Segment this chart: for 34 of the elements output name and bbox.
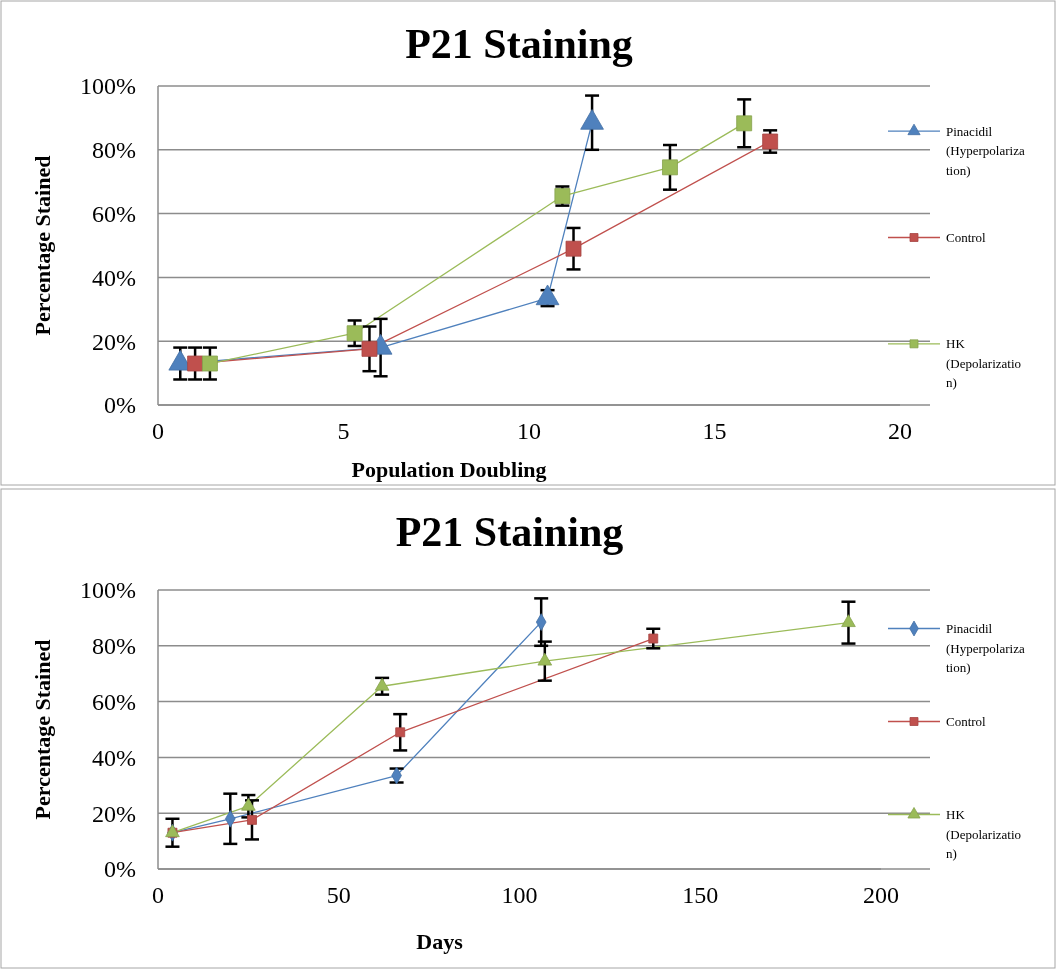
y-tick-label: 60% bbox=[92, 201, 136, 227]
x-tick-label: 10 bbox=[517, 418, 541, 444]
y-tick-label: 100% bbox=[80, 73, 136, 100]
x-tick-label: 100 bbox=[501, 882, 538, 908]
x-tick-label: 15 bbox=[702, 418, 727, 444]
x-tick-label: 0 bbox=[152, 882, 164, 908]
legend-label: HK (Depolarization) bbox=[946, 336, 1022, 391]
y-axis-title: Percentage Stained bbox=[30, 155, 55, 336]
x-tick-label: 150 bbox=[682, 882, 719, 908]
y-tick-label: 100% bbox=[80, 577, 136, 604]
legend-label: Pinacidil (Hyperpolarization) bbox=[946, 621, 1025, 676]
x-axis-title: Population Doubling bbox=[351, 457, 547, 482]
y-tick-label: 60% bbox=[92, 689, 136, 715]
y-tick-label: 20% bbox=[92, 328, 136, 355]
chart-title: P21 Staining bbox=[395, 509, 624, 555]
y-tick-label: 80% bbox=[92, 633, 136, 660]
chart-title: P21 Staining bbox=[405, 21, 633, 67]
legend-label: Control bbox=[946, 230, 987, 246]
y-tick-label: 20% bbox=[92, 800, 136, 827]
y-tick-label: 0% bbox=[104, 392, 136, 419]
y-tick-label: 0% bbox=[104, 856, 136, 883]
legend-label: HK (Depolarization) bbox=[946, 807, 1022, 862]
x-axis-title: Days bbox=[416, 929, 464, 954]
x-tick-label: 50 bbox=[326, 882, 351, 908]
y-tick-label: 80% bbox=[92, 137, 136, 164]
x-tick-label: 200 bbox=[863, 882, 899, 908]
legend-label: Pinacidil (Hyperpolarization) bbox=[946, 123, 1025, 178]
x-tick-label: 0 bbox=[152, 418, 164, 444]
y-axis-title: Percentage Stained bbox=[30, 639, 55, 820]
y-tick-label: 40% bbox=[92, 744, 136, 771]
y-tick-label: 40% bbox=[92, 264, 136, 291]
legend-label: Control bbox=[946, 714, 987, 730]
x-tick-label: 5 bbox=[337, 418, 350, 444]
x-tick-label: 20 bbox=[888, 418, 912, 444]
